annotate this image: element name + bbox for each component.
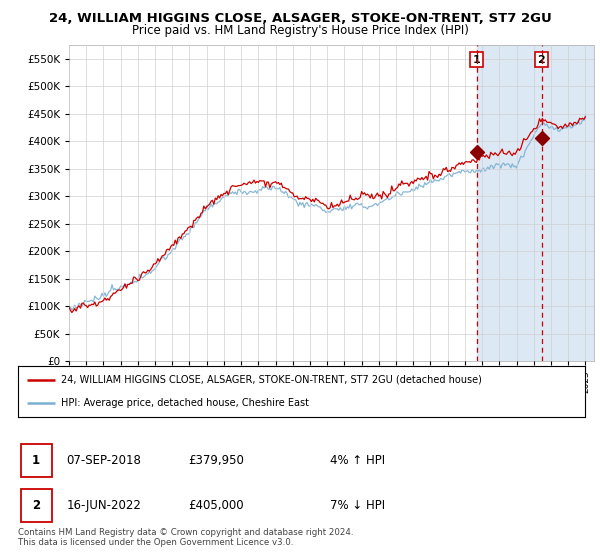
Text: 2: 2 [538, 55, 545, 64]
FancyBboxPatch shape [21, 488, 52, 522]
Text: Price paid vs. HM Land Registry's House Price Index (HPI): Price paid vs. HM Land Registry's House … [131, 24, 469, 36]
Text: Contains HM Land Registry data © Crown copyright and database right 2024.
This d: Contains HM Land Registry data © Crown c… [18, 528, 353, 547]
Text: £405,000: £405,000 [188, 499, 244, 512]
Text: 1: 1 [473, 55, 481, 64]
Text: 7% ↓ HPI: 7% ↓ HPI [330, 499, 385, 512]
Bar [476, 45, 594, 361]
Text: HPI: Average price, detached house, Cheshire East: HPI: Average price, detached house, Ches… [61, 398, 308, 408]
FancyBboxPatch shape [21, 444, 52, 477]
Text: 24, WILLIAM HIGGINS CLOSE, ALSAGER, STOKE-ON-TRENT, ST7 2GU: 24, WILLIAM HIGGINS CLOSE, ALSAGER, STOK… [49, 12, 551, 25]
Text: 24, WILLIAM HIGGINS CLOSE, ALSAGER, STOKE-ON-TRENT, ST7 2GU (detached house): 24, WILLIAM HIGGINS CLOSE, ALSAGER, STOK… [61, 375, 481, 385]
Text: 4% ↑ HPI: 4% ↑ HPI [330, 454, 385, 467]
Text: 16-JUN-2022: 16-JUN-2022 [66, 499, 141, 512]
Text: 2: 2 [32, 499, 40, 512]
Text: £379,950: £379,950 [188, 454, 244, 467]
Text: 07-SEP-2018: 07-SEP-2018 [66, 454, 141, 467]
Text: 1: 1 [32, 454, 40, 467]
